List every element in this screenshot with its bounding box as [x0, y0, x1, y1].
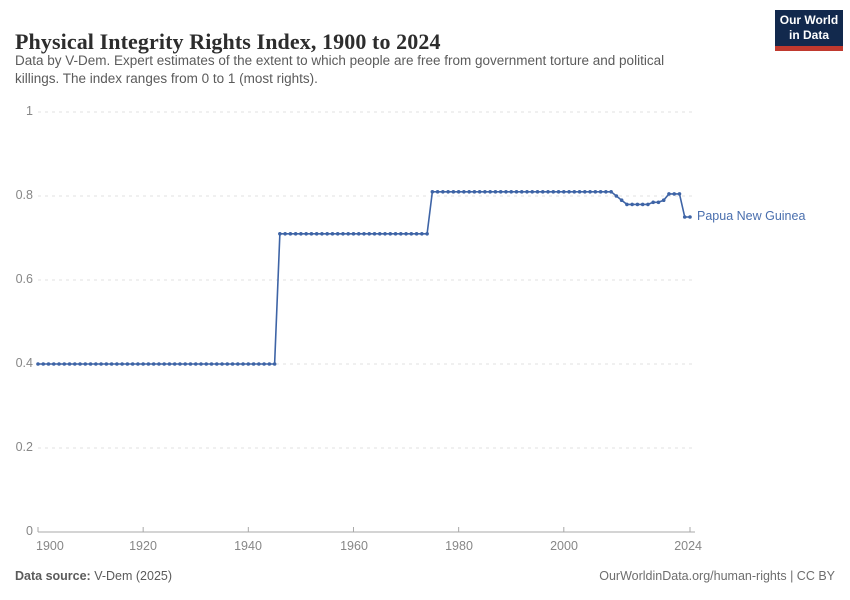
x-tick-label-1920: 1920	[129, 539, 157, 553]
x-tick-label-1960: 1960	[340, 539, 368, 553]
x-tick-label-2024: 2024	[674, 539, 702, 553]
y-tick-label-1: 1	[26, 104, 33, 118]
y-tick-label-0-8: 0.8	[15, 188, 33, 202]
x-tick-label-1980: 1980	[445, 539, 473, 553]
x-tick-label-1940: 1940	[234, 539, 262, 553]
page-title: Physical Integrity Rights Index, 1900 to…	[15, 28, 441, 54]
x-tick-label-1900: 1900	[36, 539, 64, 553]
y-tick-label-0-2: 0.2	[15, 440, 33, 454]
series-label-papua-new-guinea[interactable]: Papua New Guinea	[697, 209, 806, 223]
owid-logo-line2: in Data	[788, 27, 829, 42]
y-tick-label-0-6: 0.6	[15, 272, 33, 286]
data-source-label: Data source:	[15, 569, 91, 583]
chart-subtitle: Data by V-Dem. Expert estimates of the e…	[15, 52, 664, 87]
owid-logo-line1: Our World	[779, 13, 839, 27]
chart-footer: Data source: V-Dem (2025) OurWorldinData…	[15, 569, 835, 583]
y-tick-label-0: 0	[26, 524, 33, 538]
chart-subtitle-line2: killings. The index ranges from 0 to 1 (…	[15, 70, 318, 86]
y-tick-label-0-4: 0.4	[15, 356, 33, 370]
data-source-value: V-Dem (2025)	[90, 569, 173, 583]
data-source-note: Data source: V-Dem (2025)	[15, 569, 172, 583]
footer-credit-link[interactable]: OurWorldinData.org/human-rights | CC BY	[599, 569, 835, 583]
owid-logo[interactable]: Our World in Data	[775, 10, 843, 51]
chart-subtitle-line1: Data by V-Dem. Expert estimates of the e…	[15, 53, 665, 68]
x-tick-label-2000: 2000	[550, 539, 578, 553]
